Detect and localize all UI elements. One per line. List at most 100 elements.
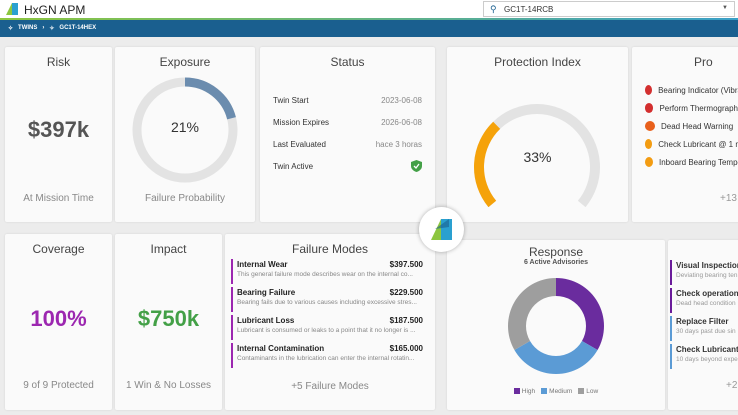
- protection-item-label: Check Lubricant @ 1 m: [658, 139, 738, 149]
- search-value: GC1T-14RCB: [504, 5, 554, 14]
- status-value: hace 3 horas: [375, 139, 422, 149]
- status-dot-icon: [645, 121, 655, 131]
- breadcrumb: ✧ TWINS › ✧ GC1T-14HEX: [0, 20, 738, 37]
- risk-caption: At Mission Time: [23, 193, 94, 204]
- protection-item[interactable]: Dead Head Warning: [632, 117, 738, 135]
- legend-item[interactable]: Medium: [541, 388, 572, 395]
- advisory-item[interactable]: Check Lubricant 10 days beyond expe: [670, 344, 738, 369]
- failure-mode-value: $397.500: [389, 260, 423, 269]
- legend-label: Low: [586, 388, 599, 395]
- exposure-ring: [132, 77, 238, 183]
- exposure-title: Exposure: [159, 55, 211, 69]
- protection-title: Protection Index: [494, 55, 581, 69]
- risk-card[interactable]: Risk $397k At Mission Time: [5, 47, 112, 222]
- failure-mode-value: $187.500: [389, 316, 423, 325]
- legend-swatch: [513, 388, 520, 395]
- response-card: Response 6 Active Advisories High Medium L…: [447, 240, 665, 410]
- risk-title: Risk: [46, 55, 71, 69]
- protection-item[interactable]: Check Lubricant @ 1 m: [632, 135, 738, 153]
- donut-slice-high[interactable]: [556, 278, 604, 350]
- chevron-down-icon[interactable]: ▼: [722, 5, 728, 11]
- protection-item-label: Bearing Indicator (Vibra: [658, 85, 738, 95]
- status-row: Mission Expires 2026-06-08: [260, 111, 435, 133]
- risk-value: $397k: [27, 117, 90, 142]
- accent-line: [0, 18, 738, 20]
- failure-mode-desc: Bearing fails due to various causes incl…: [237, 299, 417, 306]
- advisory-desc: 30 days past due sin: [676, 328, 736, 335]
- twin-icon: ✧: [49, 26, 55, 32]
- impact-card[interactable]: Impact $750k 1 Win & No Losses: [115, 234, 222, 410]
- coverage-title: Coverage: [32, 242, 85, 256]
- failure-mode-item[interactable]: Internal Wear $397.500 This general failur…: [231, 259, 429, 284]
- response-subtitle: 6 Active Advisories: [523, 259, 589, 266]
- legend-label: High: [521, 388, 536, 395]
- exposure-value: 21%: [170, 119, 200, 135]
- hexagon-center-logo[interactable]: [419, 207, 464, 252]
- protection-list-more[interactable]: +13: [720, 193, 737, 204]
- legend-item[interactable]: Low: [578, 388, 598, 395]
- failure-mode-value: $165.000: [389, 344, 423, 353]
- hexagon-logo-icon: [431, 219, 452, 240]
- protection-item[interactable]: Bearing Indicator (Vibra: [632, 81, 738, 99]
- advisory-title: Visual Inspection: [676, 261, 738, 270]
- advisory-desc: Deviating bearing ten: [676, 272, 738, 279]
- protection-list-card: Pro Bearing Indicator (Vibra Perform Ther…: [632, 47, 738, 222]
- advisory-item[interactable]: Replace Filter 30 days past due sin: [670, 316, 738, 341]
- protection-gauge: [474, 104, 600, 207]
- shield-check-icon: [411, 160, 422, 172]
- legend-label: Medium: [549, 388, 573, 395]
- legend-item[interactable]: High: [513, 388, 536, 395]
- response-donut: [508, 278, 604, 374]
- failure-mode-item[interactable]: Bearing Failure $229.500 Bearing fails due…: [231, 287, 429, 312]
- protection-arc: [474, 121, 501, 207]
- coverage-card[interactable]: Coverage 100% 9 of 9 Protected: [5, 234, 112, 410]
- impact-value: $750k: [137, 306, 200, 331]
- protection-item[interactable]: Perform Thermography: [632, 99, 738, 117]
- protection-item[interactable]: Inboard Bearing Tempe: [632, 153, 738, 171]
- status-row: Last Evaluated hace 3 horas: [260, 133, 435, 155]
- advisories-more[interactable]: +2: [726, 380, 738, 391]
- advisory-title: Replace Filter: [676, 317, 729, 326]
- twin-search-select[interactable]: ⚲ GC1T-14RCB ▼: [483, 1, 735, 17]
- chart-legend: High Medium Low: [447, 388, 665, 395]
- status-row: Twin Start 2023-06-08: [260, 89, 435, 111]
- response-title: Response: [528, 245, 584, 259]
- status-value: 2026-06-08: [381, 117, 422, 127]
- breadcrumb-twins[interactable]: TWINS: [18, 25, 38, 31]
- legend-swatch: [541, 388, 548, 395]
- failure-modes-card: Failure Modes Internal Wear $397.500 This …: [225, 234, 435, 410]
- advisory-desc: 10 days beyond expe: [676, 356, 738, 363]
- failure-mode-item[interactable]: Internal Contamination $165.000 Contaminan…: [231, 343, 429, 368]
- donut-slice-low[interactable]: [508, 278, 556, 350]
- protection-index-card[interactable]: Protection Index 33%: [447, 47, 628, 222]
- status-value: 2023-06-08: [381, 95, 422, 105]
- impact-caption: 1 Win & No Losses: [125, 380, 212, 391]
- coverage-caption: 9 of 9 Protected: [23, 380, 94, 391]
- chevron-right-icon: ›: [42, 25, 45, 31]
- failure-mode-name: Lubricant Loss: [237, 316, 295, 325]
- failure-mode-name: Internal Contamination: [237, 344, 325, 353]
- failure-mode-desc: Lubricant is consumed or leaks to a poin…: [237, 327, 416, 334]
- failure-mode-item[interactable]: Lubricant Loss $187.500 Lubricant is consu…: [231, 315, 429, 340]
- failure-modes-more[interactable]: +5 Failure Modes: [291, 381, 369, 392]
- protection-item-label: Dead Head Warning: [661, 121, 734, 131]
- exposure-card[interactable]: Exposure 21% Failure Probability: [115, 47, 255, 222]
- search-icon: ⚲: [490, 4, 497, 14]
- breadcrumb-twin[interactable]: GC1T-14HEX: [59, 25, 97, 31]
- hexagon-logo-icon: [6, 3, 18, 15]
- status-dot-icon: [645, 85, 653, 95]
- status-card: Status Twin Start 2023-06-08 Mission Expi…: [260, 47, 435, 222]
- failure-mode-name: Bearing Failure: [237, 288, 296, 297]
- status-title: Status: [330, 55, 365, 69]
- protection-item-label: Perform Thermography: [659, 103, 738, 113]
- failure-mode-name: Internal Wear: [237, 260, 288, 269]
- status-label: Mission Expires: [273, 117, 330, 127]
- failure-modes-title: Failure Modes: [291, 242, 369, 256]
- advisory-item[interactable]: Visual Inspection Deviating bearing ten: [670, 260, 738, 285]
- failure-mode-value: $229.500: [389, 288, 423, 297]
- status-label: Twin Active: [273, 161, 314, 171]
- advisory-item[interactable]: Check operational Dead head condition: [670, 288, 738, 313]
- status-dot-icon: [645, 103, 654, 113]
- impact-title: Impact: [150, 242, 187, 256]
- donut-slice-medium[interactable]: [514, 341, 598, 374]
